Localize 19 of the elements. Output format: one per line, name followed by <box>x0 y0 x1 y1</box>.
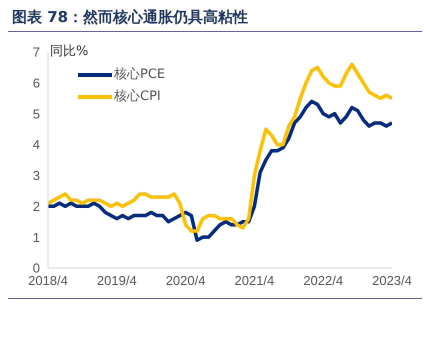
legend-label: 核心CPI <box>114 88 161 106</box>
y-tick-label: 3 <box>32 168 40 184</box>
x-tick-label: 2021/4 <box>234 273 274 288</box>
y-axis-title: 同比% <box>50 43 88 60</box>
y-tick-label: 4 <box>32 137 40 152</box>
y-tick-label: 7 <box>32 44 40 60</box>
y-tick-label: 1 <box>32 230 40 245</box>
y-tick-label: 2 <box>32 198 40 214</box>
y-tick-label: 0 <box>32 260 40 276</box>
x-tick-label: 2022/4 <box>303 273 344 288</box>
legend-label: 核心PCE <box>114 66 166 84</box>
x-tick-label: 2023/4 <box>372 273 412 288</box>
x-tick-label: 2018/4 <box>28 273 68 288</box>
chart-title: 图表 78：然而核心通胀仍具高粘性 <box>11 8 250 28</box>
y-tick-label: 6 <box>32 75 40 90</box>
y-tick-label: 5 <box>32 106 40 122</box>
x-tick-label: 2020/4 <box>166 273 206 288</box>
x-tick-label: 2019/4 <box>96 273 137 288</box>
line-series <box>48 62 392 233</box>
